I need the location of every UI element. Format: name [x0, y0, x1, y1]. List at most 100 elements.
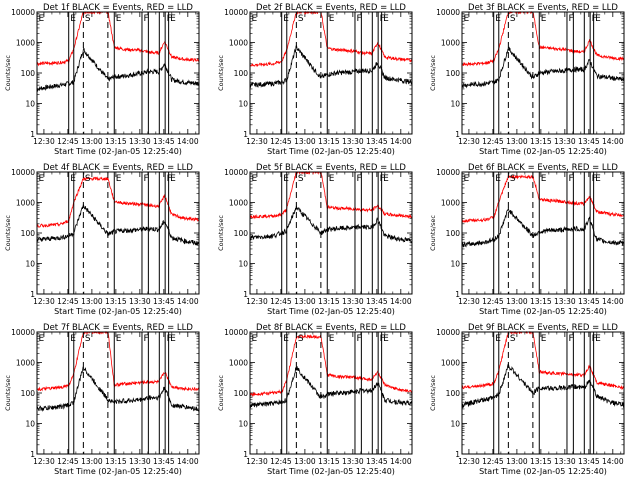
x-tick-label: 13:15	[105, 457, 127, 466]
x-tick-label: 13:00	[81, 457, 103, 466]
y-tick-label: 10	[25, 260, 35, 269]
x-tick-label: 12:45	[270, 297, 292, 306]
y-tick-label: 10000	[11, 168, 35, 177]
x-tick-label: 13:30	[554, 457, 576, 466]
y-tick-label: 1000	[441, 39, 460, 48]
marker-letter: E	[70, 174, 76, 184]
x-tick-label: 12:30	[458, 457, 480, 466]
marker-letter: F	[143, 334, 148, 344]
x-tick-label: 13:15	[318, 297, 340, 306]
marker-letter: F	[356, 334, 361, 344]
panel-title: Det 9f BLACK = Events, RED = LLD	[468, 323, 618, 333]
marker-letter: F	[592, 174, 597, 184]
detector-panel-5: Det 5f BLACK = Events, RED = LLD Counts/s…	[217, 163, 413, 316]
detector-panel-4: Det 4f BLACK = Events, RED = LLD Counts/s…	[4, 163, 200, 316]
detector-panel-6: Det 6f BLACK = Events, RED = LLD Counts/s…	[429, 163, 625, 316]
detector-panel-1: Det 1f BLACK = Events, RED = LLD Counts/s…	[4, 3, 200, 156]
y-axis-label: Counts/sec	[4, 375, 12, 411]
y-tick-label: 10000	[436, 328, 460, 337]
marker-letter: E	[495, 14, 501, 24]
marker-letter: E	[283, 14, 289, 24]
y-tick-label: 1000	[16, 39, 35, 48]
marker-letter: S	[510, 174, 516, 184]
y-tick-label: 100	[446, 229, 461, 238]
x-tick-label: 12:30	[246, 297, 268, 306]
series-events-line	[249, 44, 412, 89]
edge-letter-left: E	[252, 334, 258, 344]
series-lld-line	[249, 10, 413, 67]
edge-letter-left: E	[464, 334, 470, 344]
detector-panel-7: Det 7f BLACK = Events, RED = LLD Counts/s…	[4, 323, 200, 476]
marker-letter: E	[329, 334, 335, 344]
x-tick-label: 13:30	[342, 297, 364, 306]
edge-letter-left: E	[39, 14, 45, 24]
x-tick-label: 13:45	[366, 137, 388, 146]
panel-title: Det 4f BLACK = Events, RED = LLD	[43, 163, 193, 173]
marker-letter: F	[143, 14, 148, 24]
x-tick-label: 12:45	[270, 137, 292, 146]
x-tick-label: 13:00	[506, 457, 528, 466]
marker-letter: F	[380, 14, 385, 24]
x-tick-label: 13:00	[506, 137, 528, 146]
x-tick-label: 13:45	[578, 457, 600, 466]
series-events-line	[461, 363, 625, 409]
y-tick-label: 1000	[229, 199, 248, 208]
panel-title: Det 7f BLACK = Events, RED = LLD	[43, 323, 193, 333]
x-tick-label: 14:00	[177, 457, 199, 466]
marker-letter: F	[167, 14, 172, 24]
x-tick-label: 12:30	[33, 137, 55, 146]
x-tick-label: 13:30	[342, 137, 364, 146]
x-axis-label: Start Time (02-Jan-05 12:25:40)	[479, 147, 607, 156]
x-tick-label: 13:00	[294, 457, 316, 466]
marker-letter: F	[568, 14, 573, 24]
marker-letter: E	[116, 174, 122, 184]
marker-letter: F	[143, 174, 148, 184]
y-axis-label: Counts/sec	[429, 55, 437, 91]
marker-letter: E	[170, 334, 176, 344]
edge-letter-left: E	[464, 14, 470, 24]
y-axis-label: Counts/sec	[217, 215, 225, 251]
series-events-line	[36, 47, 200, 92]
y-tick-label: 1	[455, 450, 460, 459]
x-tick-label: 12:30	[458, 137, 480, 146]
x-tick-label: 12:45	[57, 137, 79, 146]
x-axis-label: Start Time (02-Jan-05 12:25:40)	[54, 147, 182, 156]
x-tick-label: 13:15	[530, 457, 552, 466]
edge-letter-left: E	[464, 174, 470, 184]
marker-letter: F	[592, 334, 597, 344]
marker-letter: S	[510, 334, 516, 344]
y-tick-label: 10000	[224, 328, 248, 337]
x-axis-label: Start Time (02-Jan-05 12:25:40)	[54, 307, 182, 316]
y-tick-label: 10000	[224, 8, 248, 17]
x-tick-label: 12:45	[270, 457, 292, 466]
x-tick-label: 12:30	[33, 297, 55, 306]
marker-letter: S	[298, 14, 304, 24]
x-tick-label: 13:45	[366, 297, 388, 306]
x-tick-label: 12:45	[482, 137, 504, 146]
x-tick-label: 13:45	[578, 137, 600, 146]
y-axis-label: Counts/sec	[429, 215, 437, 251]
x-tick-label: 12:45	[57, 457, 79, 466]
panel-frame	[461, 11, 625, 135]
panel-title: Det 3f BLACK = Events, RED = LLD	[468, 3, 618, 13]
y-tick-label: 1	[243, 450, 248, 459]
marker-letter: E	[116, 14, 122, 24]
panel-frame	[461, 171, 625, 295]
series-lld-line	[461, 173, 625, 224]
series-lld-line	[461, 10, 625, 67]
x-tick-label: 13:00	[506, 297, 528, 306]
x-tick-label: 13:15	[318, 457, 340, 466]
x-tick-label: 12:30	[458, 297, 480, 306]
series-lld-line	[461, 330, 625, 391]
x-tick-label: 13:00	[294, 297, 316, 306]
x-tick-label: 14:00	[390, 137, 412, 146]
marker-letter: S	[85, 174, 91, 184]
y-tick-label: 10000	[11, 328, 35, 337]
marker-letter: E	[495, 334, 501, 344]
marker-letter: F	[592, 14, 597, 24]
x-tick-label: 13:15	[105, 137, 127, 146]
x-tick-label: 12:30	[246, 457, 268, 466]
y-tick-label: 100	[446, 389, 461, 398]
detector-panel-3: Det 3f BLACK = Events, RED = LLD Counts/s…	[429, 3, 625, 156]
x-tick-label: 13:45	[153, 297, 175, 306]
